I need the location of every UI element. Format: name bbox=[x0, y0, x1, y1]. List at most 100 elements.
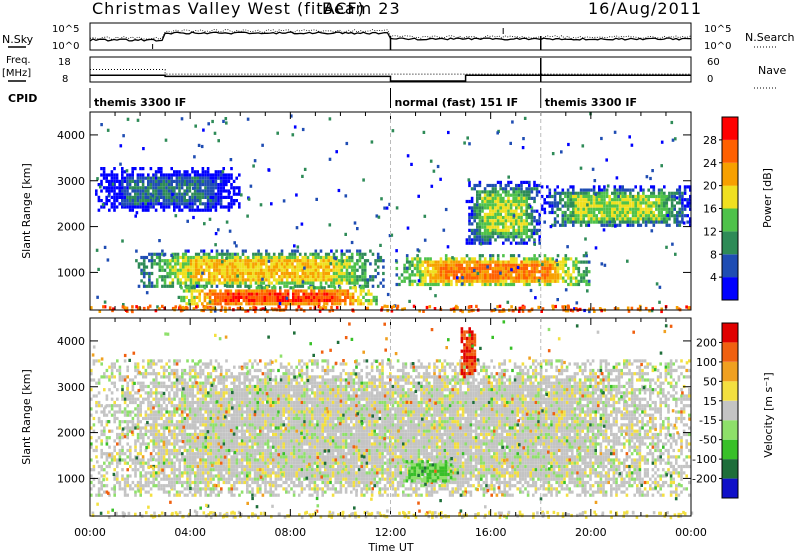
power-cell bbox=[627, 221, 630, 224]
power-cell bbox=[147, 189, 150, 192]
power-cell bbox=[214, 302, 217, 305]
power-cell bbox=[328, 275, 331, 278]
velocity-cell bbox=[171, 462, 174, 465]
power-cell bbox=[235, 299, 238, 302]
power-cell bbox=[209, 199, 212, 202]
power-cell bbox=[650, 208, 653, 211]
velocity-cell bbox=[197, 410, 200, 413]
power-cell bbox=[398, 283, 401, 286]
power-cell bbox=[289, 282, 292, 285]
velocity-cell bbox=[106, 471, 109, 474]
power-cell bbox=[608, 214, 611, 217]
power-cell bbox=[658, 189, 661, 192]
velocity-cell bbox=[147, 436, 150, 439]
velocity-cell bbox=[165, 369, 168, 372]
power-cell bbox=[588, 280, 591, 283]
power-cell bbox=[169, 266, 172, 269]
power-cell bbox=[361, 275, 364, 278]
power-cell bbox=[208, 256, 211, 259]
velocity-cell bbox=[197, 398, 200, 401]
power-cell bbox=[536, 257, 539, 260]
power-cell bbox=[624, 189, 627, 192]
colorbar-tick-label: 20 bbox=[703, 180, 717, 193]
velocity-cell bbox=[186, 433, 189, 436]
power-cell bbox=[479, 181, 482, 184]
power-cell bbox=[263, 272, 266, 275]
velocity-cell bbox=[184, 394, 187, 397]
power-cell bbox=[139, 189, 142, 192]
power-cell bbox=[131, 202, 134, 205]
velocity-cell bbox=[160, 478, 163, 481]
velocity-cell bbox=[129, 391, 132, 394]
power-cell bbox=[531, 280, 534, 283]
power-cell bbox=[477, 272, 480, 275]
velocity-cell bbox=[194, 478, 197, 481]
power-cell bbox=[257, 272, 260, 275]
power-cell bbox=[292, 302, 295, 305]
power-cell bbox=[367, 259, 370, 262]
velocity-cell bbox=[150, 433, 153, 436]
power-cell bbox=[367, 282, 370, 285]
power-cell bbox=[286, 262, 289, 265]
power-cell bbox=[137, 196, 140, 199]
power-cell bbox=[121, 189, 124, 192]
power-cell bbox=[608, 205, 611, 208]
power-cell bbox=[213, 282, 216, 285]
velocity-cell bbox=[111, 398, 114, 401]
power-cell bbox=[315, 286, 318, 289]
power-cell bbox=[525, 210, 528, 213]
power-cell bbox=[523, 261, 526, 264]
velocity-cell bbox=[163, 484, 166, 487]
velocity-cell bbox=[168, 385, 171, 388]
power-cell bbox=[294, 250, 297, 253]
power-cell bbox=[533, 264, 536, 267]
power-cell bbox=[204, 180, 207, 183]
power-cell bbox=[593, 208, 596, 211]
colorbar-swatch bbox=[722, 117, 738, 140]
power-cell bbox=[335, 282, 338, 285]
power-cell bbox=[473, 210, 476, 213]
power-cell bbox=[671, 192, 674, 195]
power-cell bbox=[671, 201, 674, 204]
power-cell bbox=[253, 302, 256, 305]
velocity-cell bbox=[189, 388, 192, 391]
velocity-cell bbox=[181, 417, 184, 420]
power-cell bbox=[125, 307, 128, 310]
power-cell bbox=[468, 219, 471, 222]
power-cell bbox=[242, 282, 245, 285]
velocity-cell bbox=[126, 481, 129, 484]
velocity-cell bbox=[119, 442, 122, 445]
velocity-cell bbox=[150, 423, 153, 426]
power-cell bbox=[230, 158, 233, 161]
power-cell bbox=[100, 123, 103, 126]
power-cell bbox=[538, 279, 541, 282]
velocity-cell bbox=[139, 436, 142, 439]
power-cell bbox=[312, 282, 315, 285]
velocity-cell bbox=[163, 471, 166, 474]
power-cell bbox=[156, 278, 159, 281]
velocity-cell bbox=[147, 417, 150, 420]
power-cell bbox=[118, 193, 121, 196]
power-cell bbox=[481, 197, 484, 200]
power-cell bbox=[328, 293, 331, 296]
power-cell bbox=[645, 221, 648, 224]
velocity-cell bbox=[113, 375, 116, 378]
power-cell bbox=[222, 196, 225, 199]
power-cell bbox=[111, 189, 114, 192]
velocity-cell bbox=[95, 439, 98, 442]
power-cell bbox=[333, 253, 336, 256]
power-cell bbox=[629, 195, 632, 198]
power-cell bbox=[484, 264, 487, 267]
power-cell bbox=[300, 289, 303, 292]
power-cell bbox=[186, 186, 189, 189]
velocity-cell bbox=[160, 382, 163, 385]
power-cell bbox=[377, 272, 380, 275]
power-cell bbox=[497, 222, 500, 225]
power-cell bbox=[562, 277, 565, 280]
power-cell bbox=[549, 277, 552, 280]
power-cell bbox=[484, 235, 487, 238]
power-cell bbox=[160, 167, 163, 170]
power-cell bbox=[621, 198, 624, 201]
power-cell bbox=[129, 186, 132, 189]
power-cell bbox=[139, 205, 142, 208]
